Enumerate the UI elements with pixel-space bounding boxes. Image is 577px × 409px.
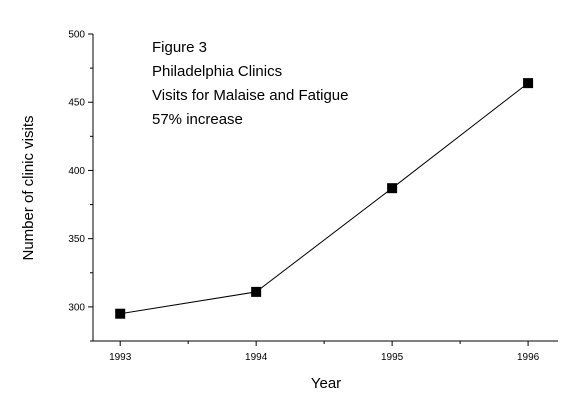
y-tick-label: 500 (68, 30, 85, 41)
x-tick-label: 1994 (245, 352, 268, 363)
plot-area (115, 78, 534, 319)
data-point (387, 183, 398, 194)
data-point (115, 308, 126, 319)
annotation-increase: 57% increase (152, 111, 243, 128)
y-tick-label: 300 (68, 302, 85, 313)
data-point (523, 78, 534, 89)
annotation-subject: Visits for Malaise and Fatigue (152, 87, 349, 104)
x-tick-label: 1993 (109, 352, 132, 363)
annotation-figure-number: Figure 3 (152, 39, 207, 56)
y-tick-label: 450 (68, 98, 85, 109)
series-line (120, 82, 529, 315)
ticks: 300 350 400 450 500 1993 1994 1995 1996 (68, 30, 539, 364)
x-axis-title: Year (311, 375, 341, 392)
x-tick-label: 1995 (381, 352, 404, 363)
data-point (251, 286, 262, 297)
x-tick-label: 1996 (517, 352, 540, 363)
y-tick-label: 400 (68, 166, 85, 177)
y-axis-title: Number of clinic visits (20, 115, 37, 260)
axes (92, 34, 558, 342)
annotation-location: Philadelphia Clinics (152, 63, 282, 80)
y-tick-label: 350 (68, 234, 85, 245)
